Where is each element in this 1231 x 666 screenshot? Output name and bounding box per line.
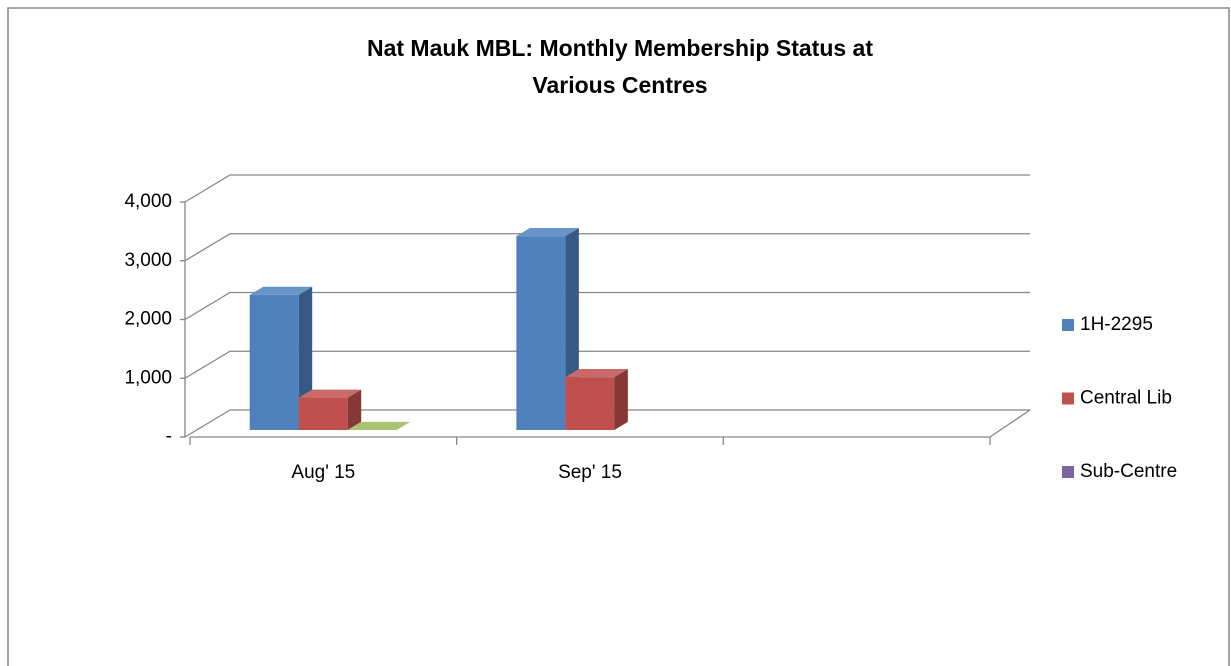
y-tick-label: - — [166, 426, 172, 447]
y-tick-label: 4,000 — [124, 191, 172, 212]
bar-front — [249, 294, 299, 430]
grid-line — [184, 233, 1030, 262]
bar — [249, 286, 313, 430]
legend-swatch — [1062, 466, 1074, 478]
bar-top — [249, 286, 313, 295]
y-tick-label: 2,000 — [124, 309, 172, 330]
grid-line — [184, 291, 1030, 321]
bar-side — [347, 389, 362, 430]
grid-line — [184, 409, 1030, 438]
bar-front — [565, 377, 615, 430]
grid-line — [184, 350, 1030, 379]
bar-top — [565, 369, 628, 378]
y-tick-label: 3,000 — [124, 250, 172, 271]
bar — [298, 389, 362, 430]
bar — [347, 421, 411, 430]
bar-front — [298, 397, 348, 430]
legend-label: 1H-2295 — [1080, 314, 1153, 335]
chart-title: Nat Mauk MBL: Monthly Membership Status … — [367, 35, 873, 61]
chart-title: Various Centres — [532, 72, 707, 98]
chart-border — [7, 7, 1230, 666]
x-tick-label: Aug' 15 — [291, 462, 355, 483]
legend-label: Central Lib — [1080, 388, 1172, 409]
bar — [565, 369, 628, 430]
legend-swatch — [1062, 392, 1074, 405]
legend-swatch — [1062, 319, 1074, 331]
bar-side — [614, 369, 628, 430]
y-tick-label: 1,000 — [124, 367, 172, 388]
legend-label: Sub-Centre — [1080, 461, 1177, 482]
x-tick-label: Sep' 15 — [558, 462, 622, 483]
bar-top — [516, 228, 579, 237]
grid-line — [184, 174, 1030, 203]
bar-top — [347, 421, 411, 430]
bar-front — [516, 236, 566, 430]
bar-top — [298, 389, 362, 398]
